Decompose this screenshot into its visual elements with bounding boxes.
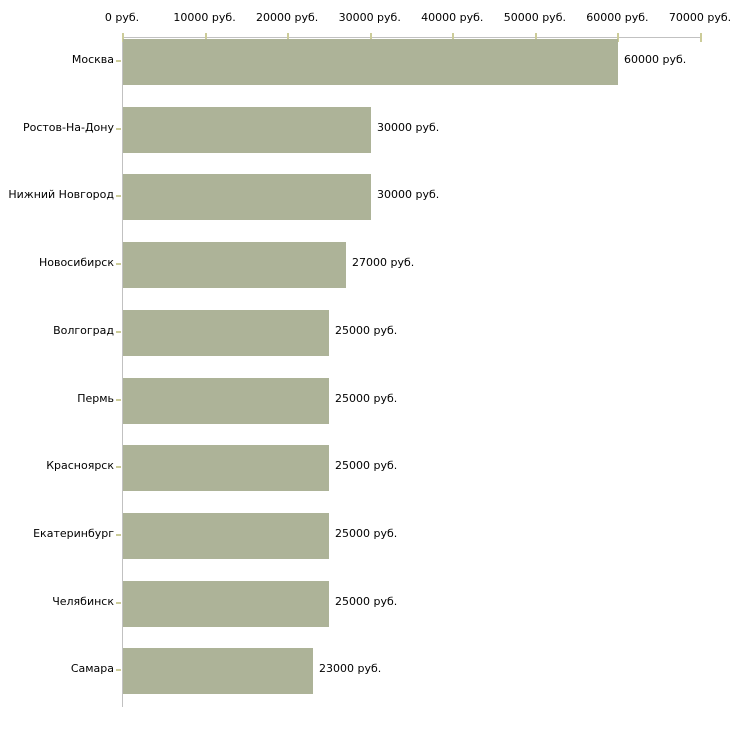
category-label: Нижний Новгород <box>8 188 114 201</box>
bar <box>123 445 329 491</box>
x-axis-tick-mark <box>452 33 455 42</box>
category-tick-mark <box>116 331 121 333</box>
x-axis-tick-label: 40000 руб. <box>421 11 484 24</box>
x-axis-tick-label: 30000 руб. <box>338 11 401 24</box>
category-label: Пермь <box>77 392 114 405</box>
bar-value-label: 60000 руб. <box>624 53 687 66</box>
category-tick-mark <box>116 399 121 401</box>
category-tick-mark <box>116 534 121 536</box>
category-label: Самара <box>70 662 114 675</box>
x-axis-tick-mark <box>369 33 372 42</box>
x-axis-tick-label: 60000 руб. <box>586 11 649 24</box>
x-axis-tick-mark <box>617 33 620 42</box>
bar-value-label: 25000 руб. <box>335 527 398 540</box>
category-tick-mark <box>116 669 121 671</box>
x-axis-tick-mark <box>122 33 124 42</box>
bar-value-label: 27000 руб. <box>352 256 415 269</box>
category-tick-mark <box>116 128 121 130</box>
bar-value-label: 23000 руб. <box>319 662 382 675</box>
category-label: Волгоград <box>53 324 114 337</box>
bar <box>123 581 329 627</box>
x-axis-tick-label: 0 руб. <box>104 11 140 24</box>
x-axis-tick-mark <box>700 33 702 42</box>
bar-value-label: 30000 руб. <box>377 188 440 201</box>
bar <box>123 513 329 559</box>
category-label: Москва <box>71 53 114 66</box>
bar <box>123 648 313 694</box>
x-axis-tick-mark <box>204 33 207 42</box>
bar <box>123 378 329 424</box>
category-label: Ростов-На-Дону <box>22 121 114 134</box>
category-tick-mark <box>116 195 121 197</box>
x-axis-tick-label: 70000 руб. <box>668 11 730 24</box>
bar-value-label: 30000 руб. <box>377 121 440 134</box>
bar <box>123 39 618 85</box>
category-label: Екатеринбург <box>33 527 114 540</box>
bar-value-label: 25000 руб. <box>335 459 398 472</box>
category-tick-mark <box>116 602 121 604</box>
category-tick-mark <box>116 263 121 265</box>
category-label: Челябинск <box>52 595 114 608</box>
x-axis-tick-label: 50000 руб. <box>503 11 566 24</box>
bar-value-label: 25000 руб. <box>335 324 398 337</box>
bar-value-label: 25000 руб. <box>335 595 398 608</box>
bar-value-label: 25000 руб. <box>335 392 398 405</box>
bar <box>123 174 371 220</box>
bar <box>123 310 329 356</box>
bar <box>123 107 371 153</box>
x-axis-tick-mark <box>287 33 290 42</box>
category-label: Новосибирск <box>38 256 114 269</box>
x-axis-tick-mark <box>534 33 537 42</box>
category-tick-mark <box>116 466 121 468</box>
bar <box>123 242 346 288</box>
plot-area <box>122 33 702 707</box>
category-tick-mark <box>116 60 121 62</box>
x-axis-tick-label: 10000 руб. <box>173 11 236 24</box>
category-label: Красноярск <box>46 459 114 472</box>
x-axis-tick-label: 20000 руб. <box>256 11 319 24</box>
